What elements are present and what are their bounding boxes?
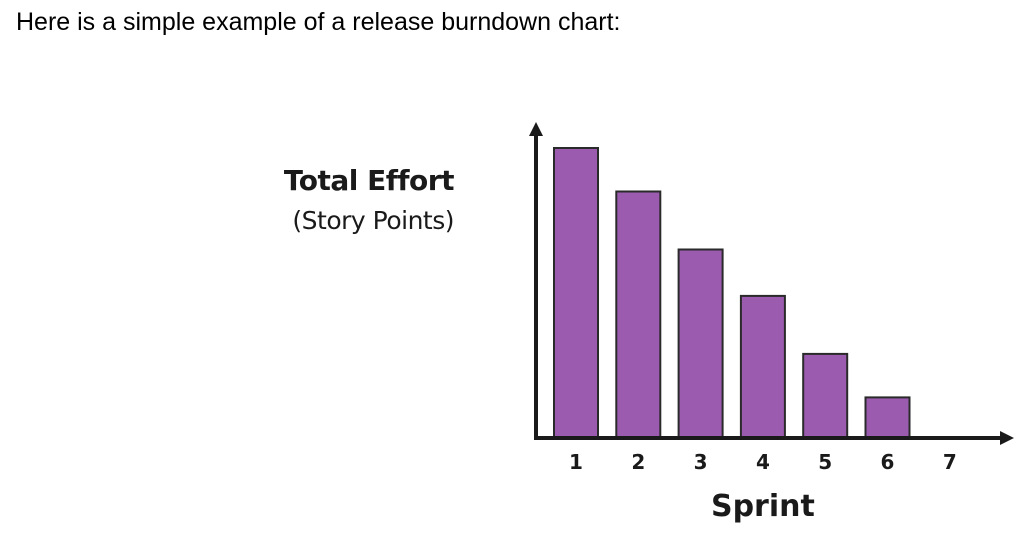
- tick-labels-group: 1 2 3 4 5 6 7: [569, 450, 957, 474]
- intro-text: Here is a simple example of a release bu…: [16, 8, 621, 36]
- x-tick-label: 5: [818, 450, 832, 474]
- x-axis-arrow-icon: [1000, 431, 1014, 445]
- bar-sprint-5: [802, 352, 849, 439]
- x-tick-label: 1: [569, 450, 583, 474]
- x-axis-label: Sprint: [711, 489, 815, 524]
- y-axis-label: Total Effort: [283, 164, 455, 197]
- x-tick-label: 6: [881, 450, 895, 474]
- bar-sprint-6: [864, 396, 911, 439]
- bar-sprint-1: [553, 147, 599, 439]
- bar-sprint-2: [615, 190, 662, 439]
- x-tick-label: 7: [943, 450, 957, 474]
- bar-sprint-4: [739, 294, 786, 439]
- x-tick-label: 3: [694, 450, 708, 474]
- bars-group: [553, 147, 911, 439]
- x-tick-label: 4: [756, 450, 770, 474]
- y-axis-arrow-icon: [529, 122, 543, 136]
- bar-sprint-3: [677, 248, 724, 439]
- x-tick-label: 2: [631, 450, 645, 474]
- y-axis-sublabel: (Story Points): [292, 206, 454, 235]
